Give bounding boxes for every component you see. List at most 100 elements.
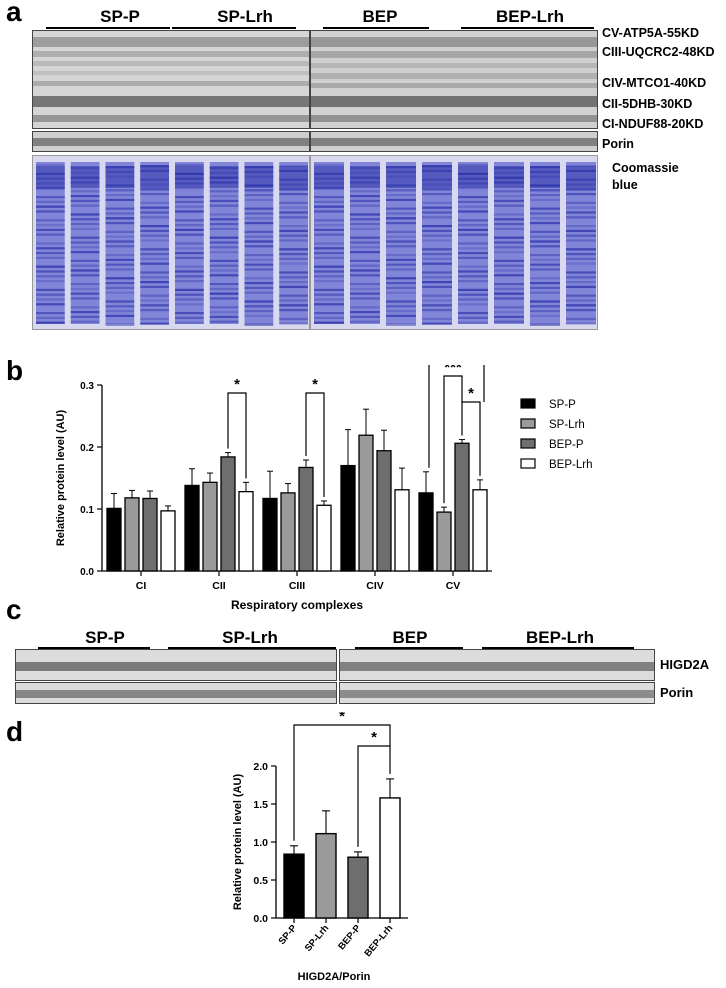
legend-label: SP-Lrh: [549, 419, 585, 431]
bar: [220, 456, 236, 572]
group-line: [172, 27, 296, 29]
significance-bracket: [443, 375, 463, 504]
bar: [379, 797, 401, 919]
bar: [238, 490, 254, 572]
bar: [340, 464, 356, 572]
higd2a-blot-left: [15, 649, 337, 681]
group-label-bep-lrh: BEP-Lrh: [496, 7, 564, 26]
group-label-bep: BEP: [392, 628, 428, 647]
y-axis-label: Relative protein level (AU): [232, 774, 244, 911]
porin-blot-c-left: [15, 682, 337, 704]
x-tick-label: SP-Lrh: [303, 923, 332, 954]
group-line: [482, 647, 634, 649]
x-tick-label: SP-P: [277, 922, 300, 947]
porin-blot-c-right: [339, 682, 655, 704]
x-tick-label: CV: [446, 580, 461, 592]
bar: [472, 489, 488, 572]
bar: [142, 497, 158, 572]
bar: [184, 484, 200, 572]
stain-label: blue: [612, 178, 638, 192]
band-label: CI-NDUF88-20KD: [602, 117, 704, 131]
gel-lane: [386, 162, 416, 324]
legend-label: BEP-P: [549, 439, 584, 451]
y-tick-label: 2.0: [253, 761, 268, 773]
stain-label: Coomassie: [612, 161, 679, 175]
bar: [283, 853, 305, 919]
gel-lanes: [311, 156, 597, 329]
significance-star: *: [339, 712, 345, 725]
y-tick-label: 0.1: [80, 505, 94, 516]
significance-bracket: [293, 724, 391, 841]
significance-star: *: [312, 376, 318, 393]
y-tick-label: 0.2: [80, 443, 94, 454]
gel-lane: [105, 162, 135, 324]
higd2a-bar-chart: 0.0 0.5 1.0 1.5 2.0 Relative protein level (A…: [232, 712, 408, 982]
bar: [160, 510, 176, 572]
x-tick-label: CII: [212, 580, 226, 592]
significance-star: ***: [444, 365, 462, 376]
group-line: [461, 27, 594, 29]
respiratory-complex-bar-chart: 0.0 0.1 0.2 0.3 Relative protein level (AU) R…: [55, 365, 592, 612]
group-line: [355, 647, 463, 649]
group-label-sp-lrh: SP-Lrh: [217, 7, 273, 26]
significance-bracket: [305, 392, 325, 497]
bar: [280, 492, 296, 572]
x-tick-label: BEP-Lrh: [362, 923, 395, 959]
legend-label: BEP-Lrh: [549, 459, 592, 471]
gel-lane: [70, 162, 100, 324]
band-label: CIII-UQCRC2-48KD: [602, 45, 715, 59]
bar: [124, 497, 140, 572]
gel-lane: [458, 162, 488, 324]
significance-star: *: [468, 385, 474, 402]
bar: [418, 492, 434, 572]
significance-bracket: [428, 365, 485, 468]
y-tick-label: 0.0: [80, 567, 94, 578]
higd2a-blot-right: [339, 649, 655, 681]
bar: [394, 489, 410, 572]
gel-lane: [244, 162, 274, 324]
bar: [436, 511, 452, 572]
x-axis-label: Respiratory complexes: [231, 598, 363, 612]
legend-swatch: [520, 418, 536, 429]
coomassie-gel-right: [310, 155, 598, 330]
porin-blot-left: [32, 131, 310, 152]
x-tick-label: BEP-P: [336, 922, 364, 952]
bar: [454, 442, 470, 572]
legend-swatch: [520, 438, 536, 449]
group-line: [168, 647, 336, 649]
significance-bracket: [357, 745, 391, 847]
gel-lane: [530, 162, 560, 324]
x-tick-label: CIII: [289, 580, 305, 592]
panel-a-letter: a: [6, 0, 22, 27]
gel-lanes: [33, 156, 309, 329]
bar: [316, 504, 332, 572]
group-line: [38, 647, 150, 649]
oxphos-blot-right: [310, 30, 598, 129]
loading-label-porin: Porin: [660, 685, 694, 700]
bar: [262, 497, 278, 572]
gel-lane: [350, 162, 380, 324]
significance-star: *: [371, 729, 377, 746]
band-label: CII-5DHB-30KD: [602, 97, 693, 111]
legend-label: SP-P: [549, 399, 576, 411]
x-tick-label: CIV: [366, 580, 384, 592]
porin-blot-right: [310, 131, 598, 152]
bar: [347, 856, 369, 919]
group-line: [46, 27, 170, 29]
oxphos-blot-left: [32, 30, 310, 129]
significance-bracket: [227, 392, 247, 479]
x-tick-label: CI: [136, 580, 147, 592]
y-axis-label: Relative protein level (AU): [55, 410, 67, 547]
coomassie-gel-left: [32, 155, 310, 330]
group-label-bep: BEP: [362, 7, 398, 26]
group-label-sp-lrh: SP-Lrh: [222, 628, 278, 647]
bar: [298, 466, 314, 572]
group-label-sp-p: SP-P: [100, 7, 140, 26]
y-tick-label: 0.5: [253, 875, 268, 887]
gel-lane: [175, 162, 204, 324]
y-tick-label: 0.0: [253, 913, 268, 925]
group-line: [323, 27, 429, 29]
bar: [202, 481, 218, 572]
bar: [376, 450, 392, 572]
bar: [315, 832, 337, 919]
